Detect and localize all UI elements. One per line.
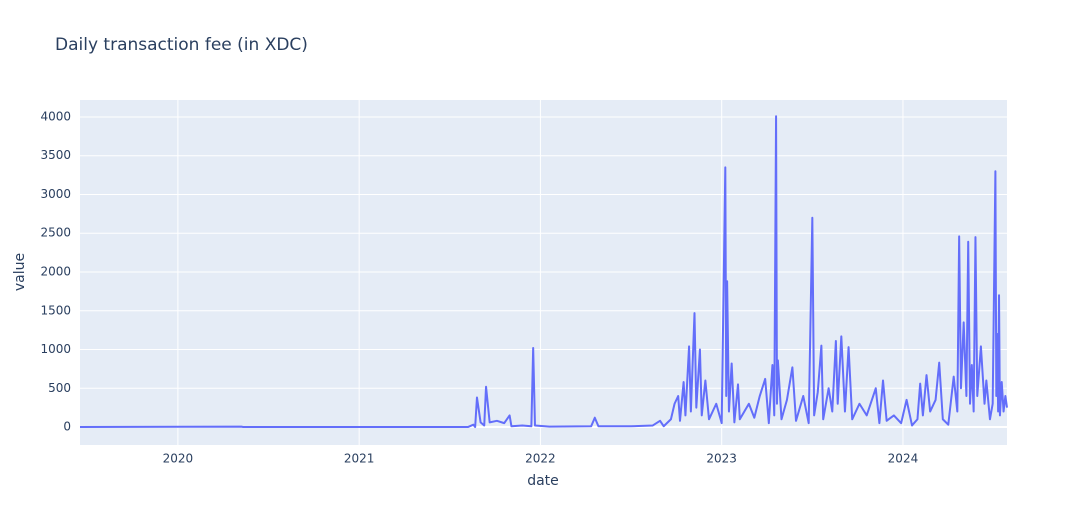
x-tick-label: 2020 <box>163 452 194 466</box>
y-tick-label: 500 <box>48 381 71 395</box>
y-axis-title: value <box>12 253 28 291</box>
y-tick-label: 1500 <box>40 303 71 317</box>
x-tick-label: 2023 <box>706 452 737 466</box>
plot-area <box>80 100 1007 445</box>
y-tick-label: 3000 <box>40 187 71 201</box>
chart-title: Daily transaction fee (in XDC) <box>55 35 308 55</box>
x-tick-label: 2021 <box>344 452 375 466</box>
y-tick-label: 2500 <box>40 226 71 240</box>
y-tick-label: 1000 <box>40 342 71 356</box>
y-tick-label: 2000 <box>40 264 71 278</box>
y-tick-label: 0 <box>63 420 71 434</box>
x-axis-title: date <box>527 473 559 489</box>
x-tick-label: 2022 <box>525 452 556 466</box>
y-tick-label: 3500 <box>40 148 71 162</box>
y-tick-label: 4000 <box>40 109 71 123</box>
data-line <box>79 115 1008 429</box>
x-tick-label: 2024 <box>888 452 919 466</box>
